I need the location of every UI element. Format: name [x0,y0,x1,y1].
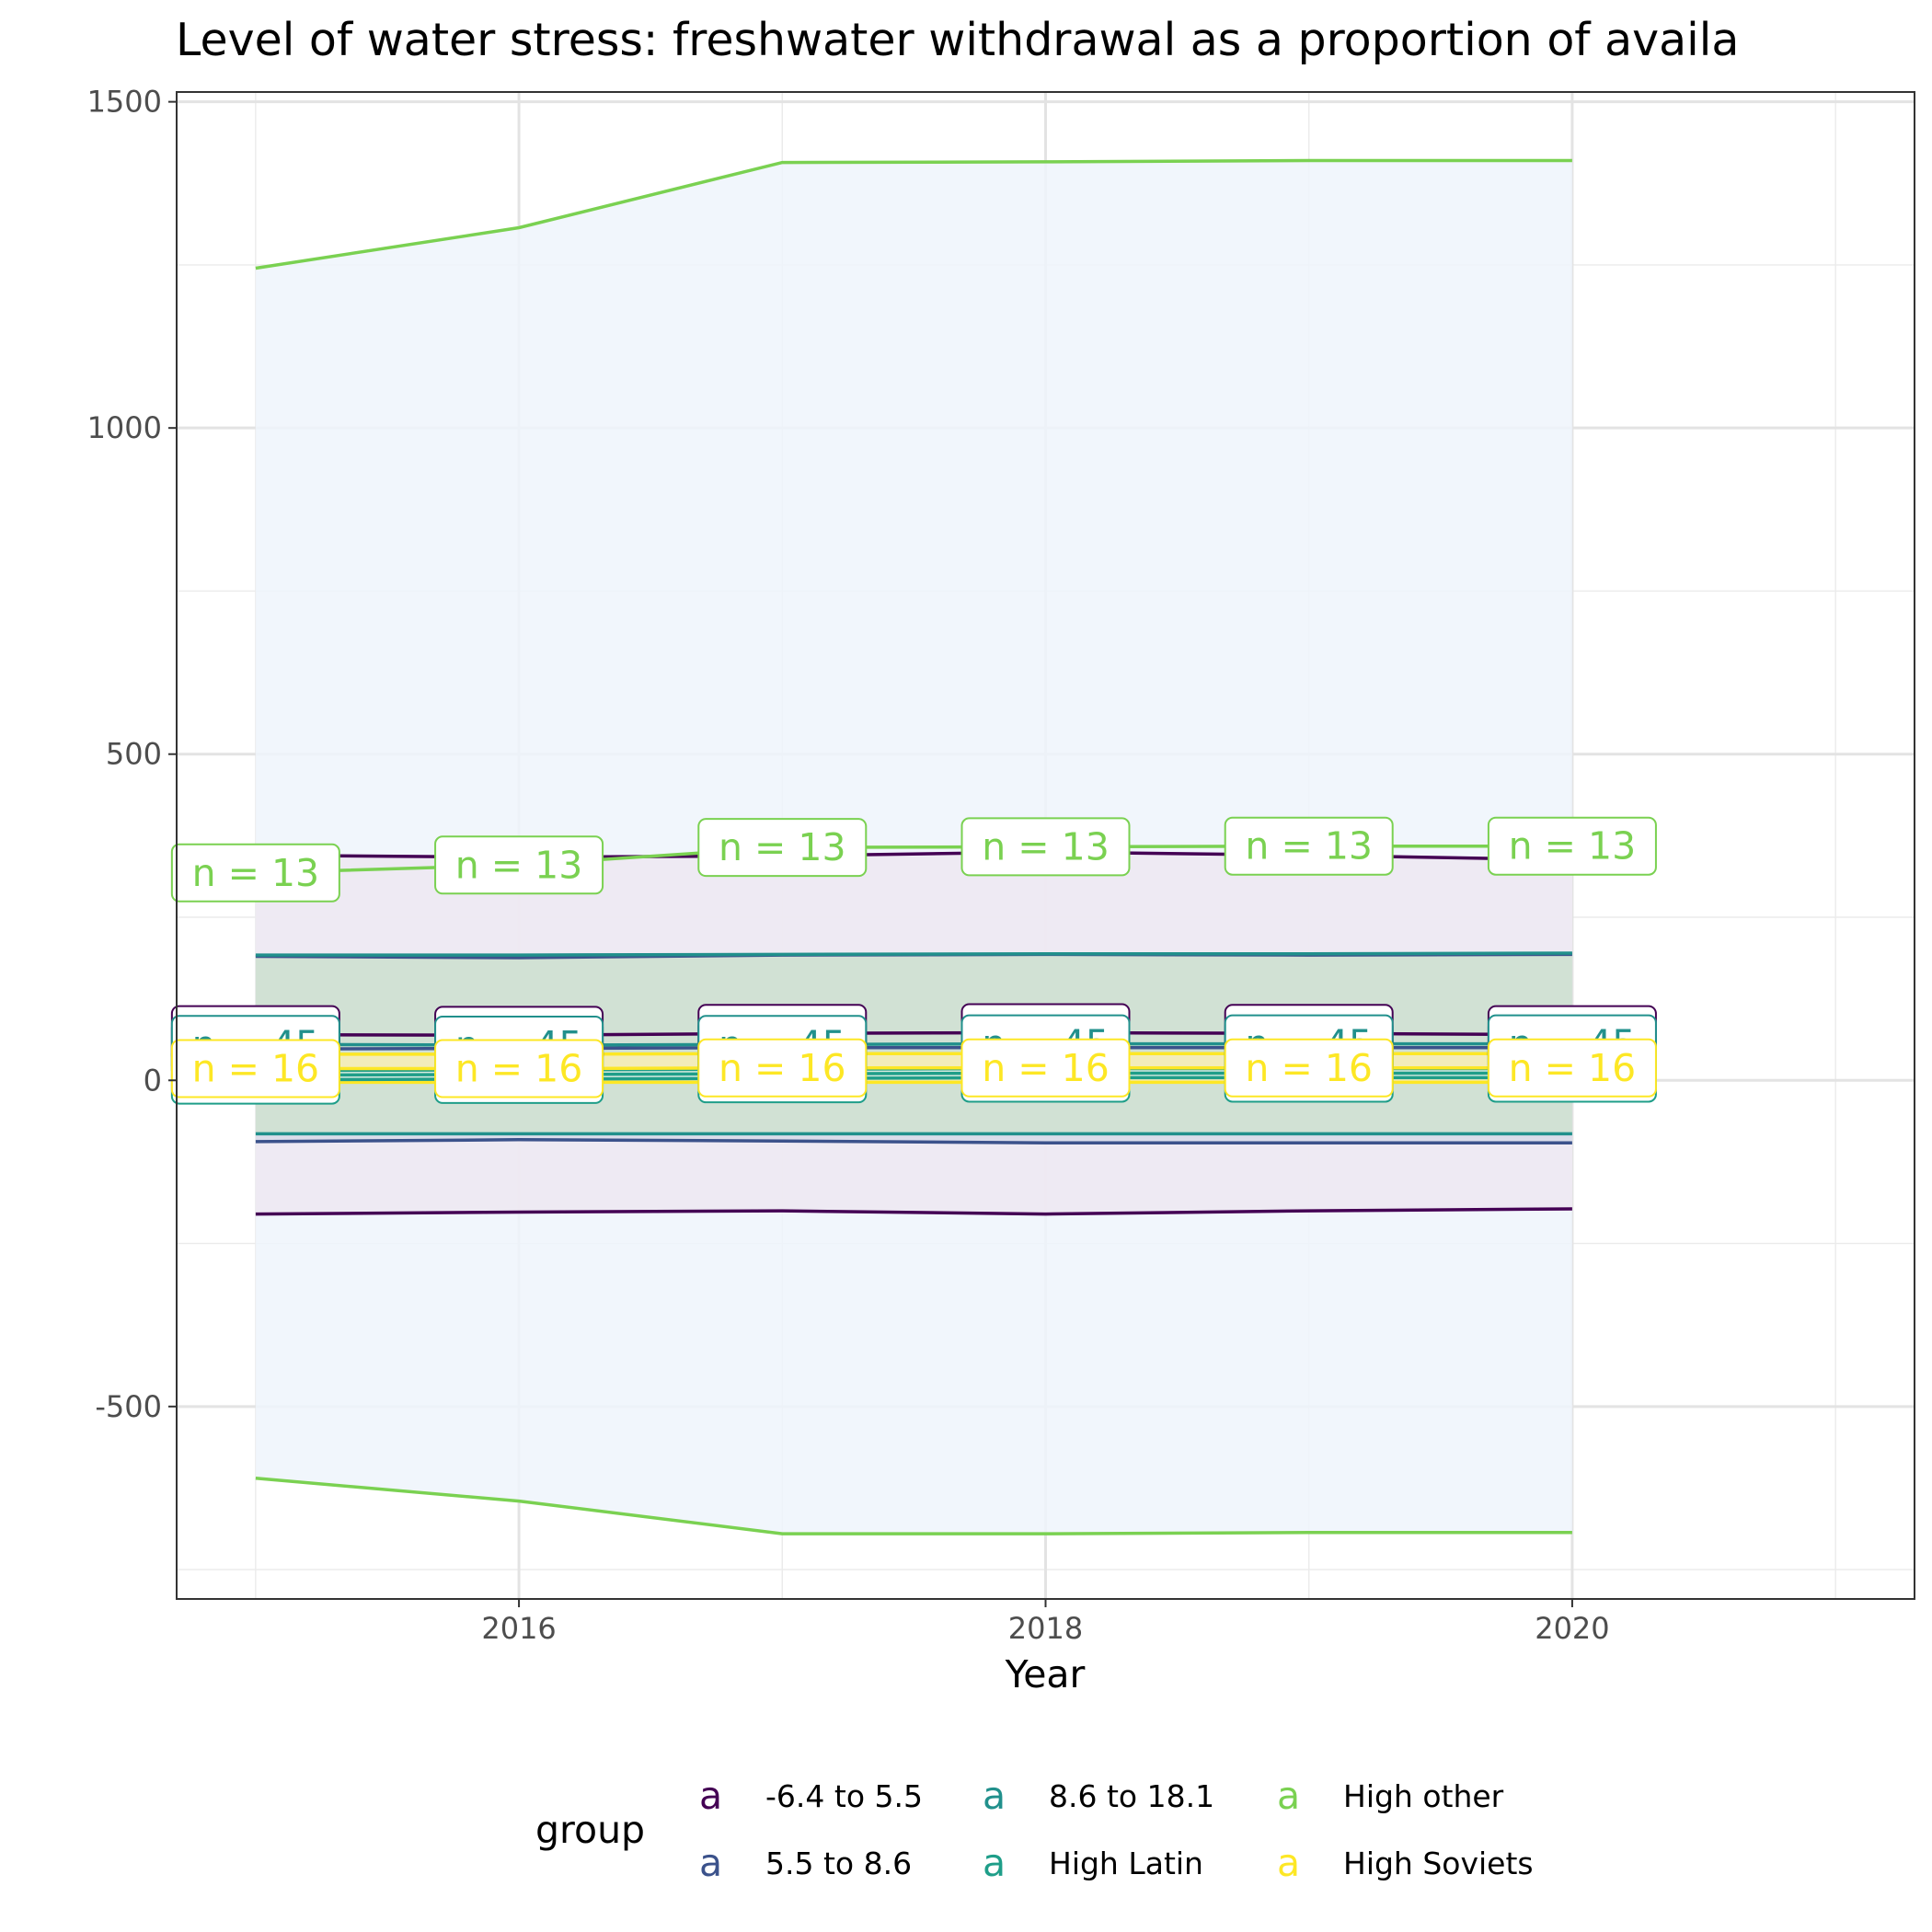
legend-label: 8.6 to 18.1 [1049,1778,1214,1814]
count-label-text: n = 13 [719,825,846,869]
count-label-box [960,1038,1131,1098]
count-label-box [170,843,340,903]
x-tick-label: 2020 [1535,1611,1609,1646]
count-label-box [1224,1038,1394,1098]
count-label-text: n = 16 [455,1047,583,1091]
x-tick-label: 2018 [1008,1611,1083,1646]
count-labels: n = 45n = 45n = 45n = 45n = 45n = 45n = … [170,816,1657,1105]
legend-key: a [983,1841,1006,1885]
lower-line-0 [255,1207,1572,1216]
legend: group a -6.4 to 5.5 a 5.5 to 8.6 a 8.6 to 18.… [535,1774,1534,1885]
legend-label: 5.5 to 8.6 [765,1846,912,1881]
legend-title: group [535,1808,645,1852]
count-label: n = 16 [960,1038,1131,1098]
count-label-text: n = 16 [982,1046,1110,1090]
count-label: n = 13 [434,835,604,895]
count-label: n = 13 [960,817,1131,877]
y-tick-label: 1500 [87,85,162,120]
count-label-text: n = 13 [455,843,583,887]
legend-key: a [983,1774,1006,1818]
count-label-box [170,1039,340,1098]
x-tick-label: 2016 [481,1611,556,1646]
x-axis-title: Year [1005,1652,1086,1696]
x-axis: 2016 2018 2020 [481,1599,1610,1646]
upper-line-2 [255,951,1572,957]
count-label: n = 16 [434,1039,604,1098]
count-label-box [697,1038,868,1098]
count-label: n = 13 [697,818,868,878]
legend-label: -6.4 to 5.5 [765,1778,923,1814]
legend-key: a [1277,1841,1300,1885]
count-label-box [434,1039,604,1098]
count-label: n = 16 [1487,1038,1657,1098]
count-label: n = 13 [1487,816,1657,876]
count-label-text: n = 16 [192,1047,320,1091]
count-label: n = 16 [697,1038,868,1098]
count-label-text: n = 16 [1509,1046,1637,1090]
legend-item: a High other [1277,1774,1504,1818]
legend-label: High Soviets [1343,1846,1534,1881]
y-tick-label: 1000 [87,410,162,445]
legend-item: a High Soviets [1277,1841,1534,1885]
legend-item: a -6.4 to 5.5 [699,1774,923,1818]
y-axis: -500 0 500 1000 1500 [87,85,177,1424]
count-label-box [1224,816,1394,876]
count-label-text: n = 13 [982,824,1110,868]
y-tick-label: 500 [106,737,162,772]
count-label-box [1487,1038,1657,1098]
legend-key: a [699,1774,722,1818]
count-label-box [697,818,868,878]
count-label-box [960,817,1131,877]
legend-key: a [699,1841,722,1885]
count-label: n = 13 [170,843,340,903]
y-tick-label: -500 [95,1389,162,1424]
upper-line-4 [255,158,1572,270]
count-label-text: n = 13 [1245,824,1373,868]
legend-item: a 5.5 to 8.6 [699,1841,912,1885]
chart-title: Level of water stress: freshwater withdr… [176,14,1739,66]
count-label-text: n = 16 [1245,1046,1373,1090]
count-label: n = 13 [1224,816,1394,876]
count-label-text: n = 13 [1509,824,1637,868]
lower-line-4 [255,1477,1572,1535]
lower-line-1 [255,1138,1572,1145]
legend-item: a High Latin [983,1841,1203,1885]
count-label-box [1487,816,1657,876]
y-tick-label: 0 [144,1063,162,1098]
count-label-box [434,835,604,895]
legend-key: a [1277,1774,1300,1818]
count-label-text: n = 13 [192,851,320,895]
legend-item: a 8.6 to 18.1 [983,1774,1214,1818]
count-label-text: n = 16 [719,1046,846,1090]
count-label: n = 16 [1224,1038,1394,1098]
count-label: n = 16 [170,1039,340,1098]
legend-label: High other [1343,1778,1504,1814]
legend-label: High Latin [1049,1846,1203,1881]
